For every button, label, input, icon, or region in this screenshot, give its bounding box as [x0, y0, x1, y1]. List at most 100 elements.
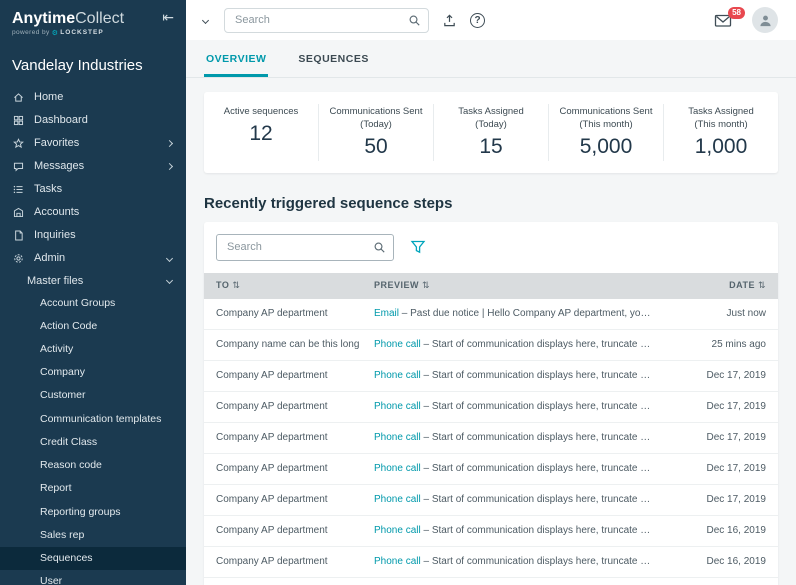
- table-row[interactable]: Company AP department Phone call – Start…: [204, 361, 778, 392]
- dashboard-icon: [13, 115, 24, 125]
- table-row[interactable]: Company AP department Phone call – Start…: [204, 547, 778, 578]
- table-row[interactable]: Company AP department Phone call – Start…: [204, 454, 778, 485]
- sidebar: AnytimeCollect powered by ⚙ LOCKSTEP ⇤ V…: [0, 0, 186, 585]
- table-row[interactable]: Company AP department Phone call – Start…: [204, 423, 778, 454]
- row-date: Dec 17, 2019: [706, 494, 767, 506]
- sidebar-item-label: Tasks: [34, 183, 63, 196]
- sidebar-item-tasks[interactable]: Tasks: [0, 178, 186, 201]
- tab-sequences[interactable]: SEQUENCES: [298, 53, 369, 65]
- sidebar-item-admin[interactable]: Admin: [0, 247, 186, 270]
- sidebar-item-dashboard[interactable]: Dashboard: [0, 109, 186, 132]
- stat-sublabel: (This month): [579, 118, 633, 130]
- tasks-icon: [13, 185, 23, 193]
- row-preview: Email – Past due notice | Hello Company …: [374, 308, 670, 320]
- sidebar-collapse-icon[interactable]: ⇤: [162, 9, 174, 25]
- row-preview: Phone call – Start of communication disp…: [374, 370, 670, 382]
- row-type: Phone call: [374, 401, 421, 413]
- topbar-left: ?: [200, 7, 485, 33]
- table-row[interactable]: Company AP department Email – Past due n…: [204, 299, 778, 330]
- sidebar-item-company[interactable]: Company: [40, 366, 85, 379]
- chevron-down-icon: [165, 254, 174, 262]
- row-to: Company AP department: [216, 463, 328, 475]
- brand-name: AnytimeCollect: [12, 10, 124, 28]
- table-body: Company AP department Email – Past due n…: [204, 299, 778, 585]
- row-date: Dec 17, 2019: [706, 370, 767, 382]
- brand-bold: Anytime: [12, 10, 76, 27]
- stat-label: Tasks Assigned: [458, 106, 524, 117]
- stat-sublabel: (Today): [360, 118, 392, 130]
- chevron-right-icon: [165, 139, 174, 147]
- stat-item: Active sequences 12: [204, 104, 319, 161]
- row-to: Company AP department: [216, 401, 328, 413]
- sidebar-item-credit-class[interactable]: Credit Class: [40, 435, 98, 448]
- sort-icon: ⇅: [422, 280, 431, 291]
- sidebar-item-label: Messages: [34, 160, 85, 173]
- global-search: [224, 7, 429, 33]
- stat-label: Communications Sent: [329, 106, 423, 117]
- sidebar-item-accounts[interactable]: Accounts: [0, 201, 186, 224]
- table-search-input[interactable]: [216, 233, 394, 261]
- sidebar-item-report[interactable]: Report: [40, 482, 72, 495]
- main-area: ? 58 OVERVIEW SEQUENCES Active sequences…: [186, 0, 796, 585]
- stat-sublabel: (Today): [475, 118, 507, 130]
- sidebar-item-label: Dashboard: [34, 114, 88, 127]
- column-header-preview[interactable]: PREVIEW ⇅: [374, 280, 431, 291]
- chevron-down-icon: [201, 16, 210, 24]
- stat-value: 5,000: [579, 134, 633, 158]
- row-preview: Phone call – Start of communication disp…: [374, 494, 670, 506]
- sidebar-nav: Home Dashboard Favorites Messages Tasks: [0, 86, 186, 585]
- table-row[interactable]: Company AP department Phone call – Start…: [204, 578, 778, 585]
- row-type: Phone call: [374, 556, 421, 568]
- sidebar-item-customer[interactable]: Customer: [40, 389, 86, 402]
- search-icon: [374, 242, 385, 253]
- row-date: 25 mins ago: [711, 339, 766, 351]
- row-type: Phone call: [374, 463, 421, 475]
- sequence-steps-card: TO⇅ PREVIEW⇅ DATE⇅ Company AP department…: [204, 221, 778, 585]
- row-date: Dec 17, 2019: [706, 401, 767, 413]
- sidebar-item-label: Master files: [27, 274, 84, 287]
- filter-icon[interactable]: [410, 239, 426, 255]
- sidebar-item-master-files[interactable]: Master files: [0, 270, 186, 292]
- brand-logo: AnytimeCollect powered by ⚙ LOCKSTEP: [12, 10, 124, 37]
- user-icon: [759, 15, 771, 26]
- column-header-to[interactable]: TO ⇅: [216, 280, 241, 291]
- inbox-icon[interactable]: 58: [714, 6, 745, 28]
- sidebar-item-reason-code[interactable]: Reason code: [40, 459, 102, 472]
- table-row[interactable]: Company AP department Phone call – Start…: [204, 485, 778, 516]
- table-row[interactable]: Company AP department Phone call – Start…: [204, 392, 778, 423]
- sidebar-item-label: Home: [34, 91, 64, 104]
- avatar[interactable]: [752, 7, 778, 33]
- sidebar-item-inquiries[interactable]: Inquiries: [0, 224, 186, 247]
- global-search-input[interactable]: [224, 7, 429, 33]
- sidebar-item-activity[interactable]: Activity: [40, 343, 74, 356]
- sidebar-item-user[interactable]: User: [40, 575, 63, 585]
- table-row[interactable]: Company AP department Phone call – Start…: [204, 516, 778, 547]
- row-preview: Phone call – Start of communication disp…: [374, 432, 670, 444]
- sidebar-item-home[interactable]: Home: [0, 86, 186, 109]
- tab-overview[interactable]: OVERVIEW: [204, 40, 269, 77]
- column-header-date[interactable]: DATE ⇅: [729, 280, 766, 291]
- export-icon[interactable]: [442, 13, 457, 28]
- sidebar-item-label: Inquiries: [34, 229, 76, 242]
- table-row[interactable]: Company name can be this long Phone call…: [204, 330, 778, 361]
- sidebar-item-communication-templates[interactable]: Communication templates: [40, 412, 162, 425]
- sidebar-item-messages[interactable]: Messages: [0, 155, 186, 178]
- sidebar-item-reporting-groups[interactable]: Reporting groups: [40, 505, 121, 518]
- sidebar-item-action-code[interactable]: Action Code: [40, 319, 98, 332]
- row-preview: Phone call – Start of communication disp…: [374, 339, 670, 351]
- topbar-right: 58: [714, 6, 778, 33]
- search-scope-dropdown[interactable]: [200, 15, 211, 26]
- stat-value: 50: [364, 134, 388, 158]
- sidebar-item-label: Accounts: [34, 206, 80, 219]
- message-icon: [13, 162, 24, 172]
- table-header: TO ⇅ PREVIEW ⇅ DATE ⇅: [204, 272, 778, 299]
- help-icon[interactable]: ?: [470, 12, 485, 28]
- inbox-badge: 58: [728, 6, 745, 19]
- row-to: Company AP department: [216, 432, 328, 444]
- stat-item: Tasks Assigned (This month) 1,000: [664, 104, 778, 161]
- sidebar-item-favorites[interactable]: Favorites: [0, 132, 186, 155]
- sidebar-item-sales-rep[interactable]: Sales rep: [40, 528, 85, 541]
- sidebar-item-account-groups[interactable]: Account Groups: [40, 296, 116, 309]
- stat-label: Communications Sent: [559, 106, 653, 117]
- sidebar-item-sequences[interactable]: Sequences: [0, 547, 186, 571]
